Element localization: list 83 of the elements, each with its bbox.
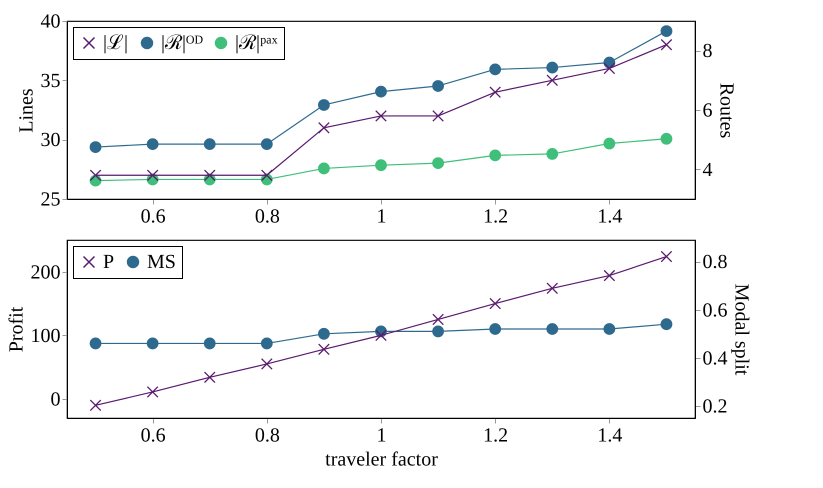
- point: [90, 169, 102, 182]
- x-tick-label: 0.6: [140, 206, 166, 228]
- point: [660, 318, 672, 330]
- y-tick-label: 40: [40, 10, 60, 32]
- legend-label: MS: [147, 251, 176, 273]
- point: [603, 270, 616, 282]
- point: [260, 169, 273, 182]
- y2-tick-label: 0.8: [702, 251, 728, 274]
- point: [204, 371, 216, 384]
- point: [375, 86, 387, 98]
- x-tick-label: 0.8: [254, 424, 280, 446]
- y2-tick-label: 0.6: [702, 299, 728, 322]
- point: [546, 323, 558, 335]
- x-tick-label: 1.4: [597, 206, 622, 228]
- point: [603, 323, 616, 335]
- point: [375, 329, 387, 342]
- point: [660, 132, 672, 145]
- point: [432, 80, 444, 92]
- point: [489, 298, 502, 310]
- point: [90, 141, 102, 153]
- point: [489, 150, 502, 162]
- point: [260, 338, 273, 350]
- x-tick-label: 1: [376, 424, 386, 446]
- point: [489, 63, 502, 76]
- point: [318, 328, 330, 340]
- point: [146, 338, 159, 350]
- point: [260, 358, 273, 370]
- legend-label: |ℛ|ᴼᴰ: [161, 32, 204, 54]
- y-tick-label: 30: [40, 129, 60, 152]
- point: [90, 338, 102, 350]
- point: [375, 110, 387, 122]
- y-tick-label: 0: [50, 388, 60, 410]
- point: [318, 122, 330, 134]
- point: [146, 386, 159, 398]
- x-tick-label: 1.2: [483, 206, 508, 228]
- y2-tick-label: 4: [702, 158, 712, 181]
- point: [146, 138, 159, 150]
- x-tick-label: 1.4: [597, 424, 622, 446]
- point: [660, 250, 672, 262]
- x-axis-title: traveler factor: [325, 448, 438, 470]
- point: [432, 314, 444, 326]
- x-tick-label: 1: [376, 206, 386, 228]
- point: [318, 99, 330, 111]
- point: [204, 338, 216, 350]
- point: [375, 159, 387, 172]
- point: [546, 282, 558, 294]
- point: [489, 86, 502, 98]
- point: [660, 25, 672, 37]
- point: [432, 326, 444, 338]
- point: [90, 399, 102, 412]
- point: [260, 138, 273, 150]
- point: [318, 343, 330, 356]
- point: [546, 62, 558, 74]
- y2-tick-label: 6: [702, 100, 712, 122]
- point: [204, 169, 216, 182]
- y-tick-label: 100: [30, 324, 60, 347]
- point: [603, 62, 616, 74]
- x-tick-label: 0.6: [140, 424, 166, 446]
- y-tick-label: 35: [40, 70, 60, 92]
- point: [603, 138, 616, 150]
- y-axis-title: Profit: [6, 306, 28, 352]
- point: [546, 74, 558, 86]
- point: [204, 138, 216, 150]
- y2-tick-label: 0.2: [702, 395, 728, 418]
- x-tick-label: 0.8: [254, 206, 280, 228]
- point: [432, 157, 444, 169]
- y2-tick-label: 8: [702, 40, 712, 62]
- point: [489, 323, 502, 335]
- legend-label: |ℛ|ᵖᵃˣ: [235, 32, 278, 54]
- legend-label: P: [103, 251, 114, 273]
- point: [432, 110, 444, 122]
- y-tick-label: 25: [40, 188, 60, 210]
- y2-tick-label: 0.4: [702, 347, 728, 370]
- y2-axis-title: Modal split: [730, 284, 752, 376]
- y-tick-label: 200: [30, 261, 60, 284]
- point: [660, 38, 672, 51]
- point: [318, 162, 330, 174]
- y-axis-title: Lines: [16, 88, 38, 133]
- y2-axis-title: Routes: [716, 82, 738, 138]
- point: [546, 148, 558, 160]
- x-tick-label: 1.2: [483, 424, 508, 446]
- point: [146, 169, 159, 182]
- legend-label: |ℒ|: [103, 32, 128, 54]
